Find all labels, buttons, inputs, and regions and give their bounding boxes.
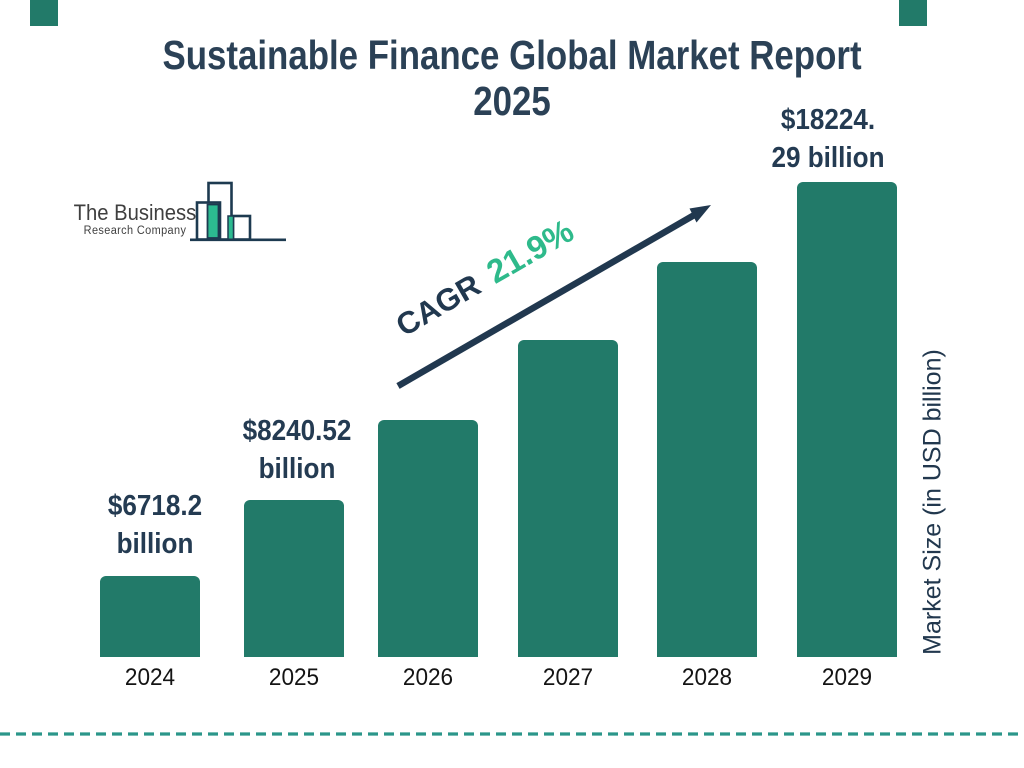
bar-2025: [244, 500, 344, 657]
value-label-2029: $18224. 29 billion: [718, 101, 938, 177]
value-label-line: $8240.52: [242, 415, 352, 447]
bar-2024: [100, 576, 200, 657]
year-label-2027: 2027: [542, 664, 594, 691]
company-logo: The Business Research Company: [50, 175, 300, 247]
bar-2026: [378, 420, 478, 657]
bar-chart-logo-icon: [190, 181, 286, 242]
bar-2029: [797, 182, 897, 657]
chart-title: Sustainable Finance Global Market Report…: [0, 32, 1024, 124]
bar-2028: [657, 262, 757, 657]
year-label-2029: 2029: [821, 664, 873, 691]
company-logo-text: The Business Research Company: [55, 201, 215, 238]
chart-title-line1: Sustainable Finance Global Market Report: [162, 32, 862, 78]
value-label-line: billion: [258, 453, 336, 485]
value-label-line: billion: [116, 528, 194, 560]
company-logo-name: The Business: [73, 200, 197, 225]
corner-accent-right: [899, 0, 927, 26]
value-label-line: 29 billion: [771, 142, 885, 174]
y-axis-label: Market Size (in USD billion): [918, 349, 947, 655]
chart-title-line2: 2025: [473, 78, 551, 124]
value-label-2024: $6718.2 billion: [45, 487, 265, 563]
bar-2027: [518, 340, 618, 657]
value-label-line: $18224.: [780, 104, 876, 136]
year-label-2024: 2024: [124, 664, 176, 691]
year-label-2025: 2025: [268, 664, 320, 691]
corner-accent-left: [30, 0, 58, 26]
value-label-2025: $8240.52 billion: [187, 412, 407, 488]
value-label-line: $6718.2: [107, 490, 203, 522]
year-label-2028: 2028: [681, 664, 733, 691]
year-label-2026: 2026: [402, 664, 454, 691]
company-logo-subname: Research Company: [83, 225, 187, 237]
